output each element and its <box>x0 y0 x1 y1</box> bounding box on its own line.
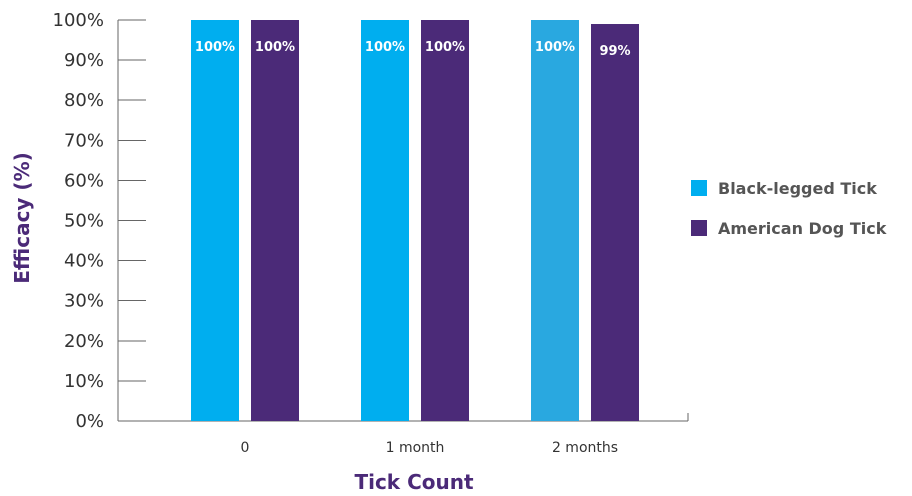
y-tick-label: 0% <box>75 411 104 432</box>
legend: Black-legged Tick American Dog Tick <box>691 179 887 238</box>
data-label: 100% <box>195 40 235 55</box>
legend-label: Black-legged Tick <box>718 179 877 198</box>
y-tick-label: 40% <box>64 251 104 272</box>
x-tick-label: 2 months <box>552 440 618 456</box>
x-axis-title: Tick Count <box>354 470 474 494</box>
y-tick-label: 70% <box>64 130 104 151</box>
y-tick-label: 20% <box>64 331 104 352</box>
bar <box>361 20 409 421</box>
y-tick-label: 90% <box>64 50 104 71</box>
bar <box>591 24 639 421</box>
legend-label: American Dog Tick <box>718 219 887 238</box>
data-labels: 100% 100% 100% 100% 100% 99% <box>195 40 631 59</box>
data-label: 100% <box>535 40 575 55</box>
y-tick-label: 60% <box>64 170 104 191</box>
y-tick-label: 50% <box>64 211 104 232</box>
data-label: 100% <box>255 40 295 55</box>
data-label: 100% <box>425 40 465 55</box>
bar <box>251 20 299 421</box>
bar <box>531 20 579 421</box>
y-tick-label: 80% <box>64 90 104 111</box>
bar <box>421 20 469 421</box>
legend-swatch <box>691 220 707 236</box>
y-tick-label: 100% <box>53 10 104 31</box>
bar <box>191 20 239 421</box>
x-tick-label: 0 <box>241 440 250 456</box>
data-label: 100% <box>365 40 405 55</box>
y-axis: 0% 10% 20% 30% 40% 50% 60% 70% 80% 90% 100% <box>53 10 146 432</box>
y-axis-title: Efficacy (%) <box>10 152 34 284</box>
x-tick-label: 1 month <box>386 440 445 456</box>
y-tick-label: 30% <box>64 291 104 312</box>
bars <box>191 20 639 421</box>
y-tick-label: 10% <box>64 371 104 392</box>
legend-swatch <box>691 180 707 196</box>
data-label: 99% <box>599 44 630 59</box>
